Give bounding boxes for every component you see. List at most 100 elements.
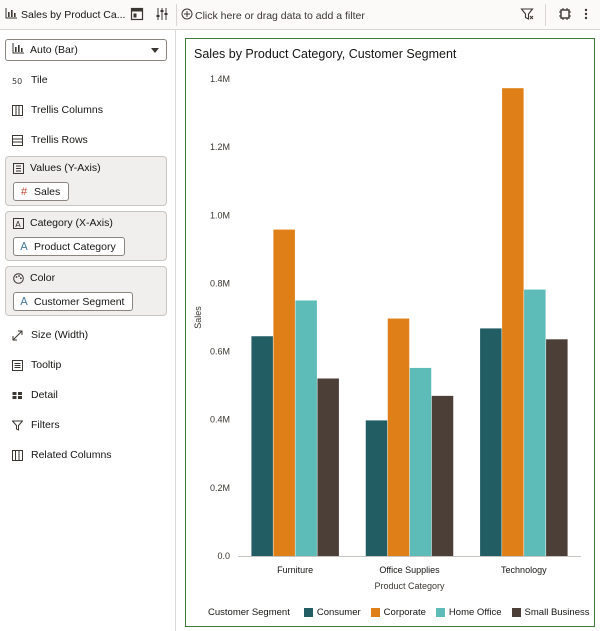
legend-item-small-business[interactable]: Small Business [511,607,590,618]
bar-chart: 0.0 0.2M 0.4M 0.6M 0.8M 1.0M 1.2M 1.4M Sales Furn… [193,74,581,591]
y-tick-label: 1.4M [210,74,230,84]
y-axis-label: Sales [193,306,203,329]
bar-corporate-furniture [273,229,295,557]
legend-item-corporate[interactable]: Corporate [370,607,426,618]
values-well[interactable]: Values (Y-Axis) # Sales [5,156,167,206]
chevron-down-icon [151,48,159,53]
bar-consumer-furniture [251,336,273,556]
sales-column-pill[interactable]: # Sales [13,182,70,201]
trellis-columns-drop-target[interactable]: Trellis Columns [12,102,103,118]
trellis-rows-label: Trellis Rows [31,134,88,146]
legend-swatch [370,608,380,617]
bar-home-office-office-supplies [409,367,432,556]
tile-icon: 50 [12,75,23,86]
related-columns-label: Related Columns [31,449,112,461]
attribute-a-icon: A [20,295,28,308]
pin-grid-icon[interactable] [557,6,573,22]
related-columns-drop-target[interactable]: Related Columns [12,447,112,463]
y-tick-label: 0.6M [210,347,230,357]
category-well-label: Category (X-Axis) [30,217,113,229]
filter-funnel-icon[interactable] [519,6,535,22]
legend-item-consumer[interactable]: Consumer [303,607,361,618]
customer-segment-pill-label: Customer Segment [34,295,125,308]
y-tick-label: 1.2M [210,142,230,152]
category-axis-icon: A [13,217,24,229]
trellis-columns-icon [12,104,23,116]
legend-label: Consumer [316,607,361,618]
canvas-tab[interactable]: Sales by Product Ca... [5,7,125,23]
y-tick-label: 1.0M [210,210,230,220]
palette-icon [13,272,24,284]
tooltip-label: Tooltip [31,359,62,371]
grammar-panel: Auto (Bar) 50 Tile Trellis Columns Trell… [0,30,176,631]
bar-small-business-furniture [317,378,339,556]
measure-hash-icon: # [20,185,28,198]
canvas-tab-label: Sales by Product Ca... [21,9,126,21]
bar-consumer-technology [480,328,502,556]
x-tick-label: Office Supplies [379,565,440,575]
bar-small-business-technology [546,339,568,556]
tile-drop-target[interactable]: 50 Tile [12,72,48,88]
trellis-rows-drop-target[interactable]: Trellis Rows [12,132,88,148]
legend-item-home-office[interactable]: Home Office [435,607,502,618]
legend-swatch [303,608,313,617]
legend-label: Small Business [524,607,590,618]
more-options-icon[interactable] [578,6,594,22]
category-well[interactable]: A Category (X-Axis) A Product Category [5,211,167,261]
tooltip-drop-target[interactable]: Tooltip [12,357,61,373]
y-tick-label: 0.8M [210,278,230,288]
x-tick-label: Technology [501,565,547,575]
legend-swatch [511,608,521,617]
trellis-columns-label: Trellis Columns [31,104,103,116]
svg-text:A: A [15,219,21,228]
y-tick-label: 0.0 [217,551,230,561]
x-tick-label: Furniture [277,565,313,575]
detail-label: Detail [31,389,58,401]
filter-funnel-icon [12,420,23,431]
divider [545,4,546,26]
filters-drop-target[interactable]: Filters [12,417,60,433]
tile-label: Tile [31,74,48,86]
y-tick-label: 0.4M [210,415,230,425]
filter-hint-text: Click here or drag data to add a filter [195,9,365,22]
properties-icon[interactable] [129,6,145,22]
chart-legend: Customer Segment Consumer Corporate Home… [208,607,592,618]
legend-swatch [435,608,445,617]
product-category-column-pill[interactable]: A Product Category [13,237,125,256]
values-axis-icon [13,162,24,174]
bar-small-business-office-supplies [431,395,454,556]
legend-label: Corporate [383,607,426,618]
bar-corporate-office-supplies [387,318,410,556]
add-circle-icon [181,8,193,23]
svg-text:50: 50 [12,77,22,86]
trellis-rows-icon [12,134,23,146]
visualization-canvas[interactable]: Sales by Product Category, Customer Segm… [185,38,595,627]
tooltip-icon [12,359,23,371]
bar-chart-icon [5,8,17,22]
size-width-icon [12,330,23,341]
chart-type-value: Auto (Bar) [30,44,78,56]
settings-sliders-icon[interactable] [154,6,170,22]
chart-type-select[interactable]: Auto (Bar) [5,39,167,61]
related-columns-icon [12,449,23,461]
legend-label: Home Office [448,607,502,618]
detail-icon [12,390,23,401]
bar-home-office-furniture [295,300,317,556]
legend-title: Customer Segment [208,607,290,618]
filter-bar[interactable]: Click here or drag data to add a filter [181,8,365,23]
size-drop-target[interactable]: Size (Width) [12,327,88,343]
sales-pill-label: Sales [34,185,61,198]
detail-drop-target[interactable]: Detail [12,387,58,403]
bar-consumer-office-supplies [365,420,388,556]
bar-corporate-technology [502,88,524,557]
bar-chart-icon [12,43,24,57]
customer-segment-column-pill[interactable]: A Customer Segment [13,292,134,311]
y-tick-label: 0.2M [210,483,230,493]
top-toolbar: Sales by Product Ca... Click here or dra… [0,0,600,30]
chart-title: Sales by Product Category, Customer Segm… [194,47,457,61]
x-axis-label: Product Category [374,581,445,591]
size-label: Size (Width) [31,329,89,341]
divider [176,4,177,26]
color-well[interactable]: Color A Customer Segment [5,266,167,316]
bar-home-office-technology [524,289,546,556]
